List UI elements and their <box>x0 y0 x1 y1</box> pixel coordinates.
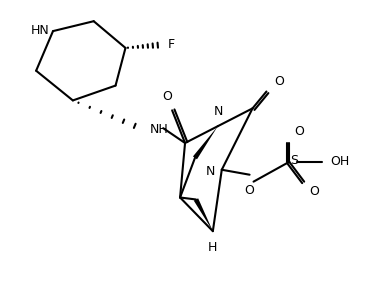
Text: O: O <box>244 184 254 197</box>
Text: N: N <box>214 105 223 118</box>
Text: NH: NH <box>149 123 168 136</box>
Polygon shape <box>194 198 213 231</box>
Text: O: O <box>162 90 172 104</box>
Polygon shape <box>193 126 218 159</box>
Text: O: O <box>309 185 319 197</box>
Text: S: S <box>290 154 298 167</box>
Text: OH: OH <box>330 155 349 168</box>
Text: HN: HN <box>30 23 49 37</box>
Text: O: O <box>294 125 304 138</box>
Text: H: H <box>208 241 217 254</box>
Text: F: F <box>168 39 175 51</box>
Text: N: N <box>206 165 215 178</box>
Text: O: O <box>274 75 284 88</box>
